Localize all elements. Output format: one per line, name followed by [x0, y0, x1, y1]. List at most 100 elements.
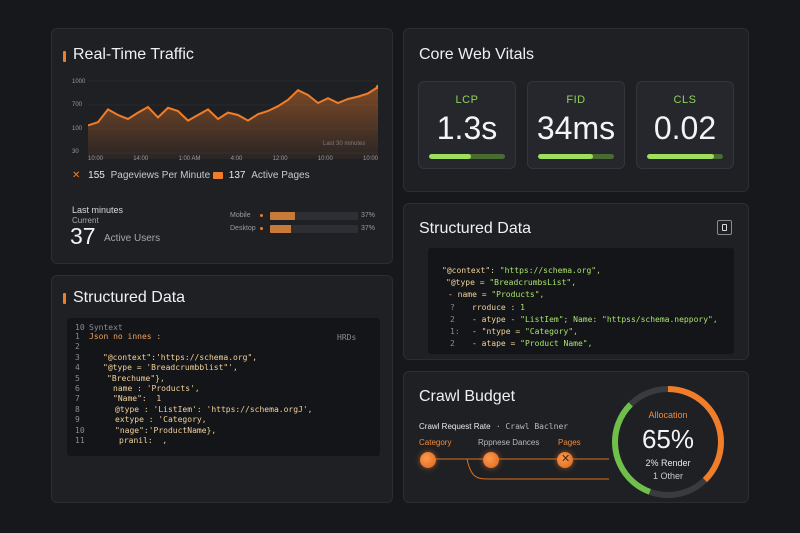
device-mobile-pct: 37% [361, 212, 376, 219]
vital-lcp[interactable]: LCP 1.3s [418, 81, 516, 169]
allocation-value: 65% [641, 424, 695, 454]
structured-left-code[interactable]: 10 Syntext HRDs 1 Json no innes : 2 3 "@cont… [67, 318, 380, 456]
code-line-number: 8 [75, 404, 80, 414]
code-header-right: HRDs [337, 333, 357, 342]
traffic-line [88, 86, 378, 127]
code-header-text: Syntext [89, 323, 123, 332]
structured-left-accent [63, 293, 66, 304]
active-users-value: 37 [70, 223, 96, 249]
code-line-text: "Name": 1 [113, 394, 162, 404]
vital-fid-track [538, 154, 614, 159]
flow-node-responses[interactable] [483, 452, 499, 468]
vitals-title: Core Web Vitals [419, 46, 535, 63]
structured-left-card: Structured Data 10 Syntext HRDs 1 Json no… [51, 275, 393, 503]
code-line-number: 1 [75, 332, 80, 341]
device-desktop-label: Desktop [230, 225, 256, 232]
y-tick: 30 [72, 149, 79, 155]
shuffle-icon: ✕ [72, 170, 81, 181]
code-line-text: "@type = "BreadcrumbsList", [446, 278, 576, 287]
pageviews-stat: ✕ 155 Pageviews Per Minute [72, 170, 210, 181]
flow-node-pages[interactable] [557, 452, 573, 468]
vital-cls[interactable]: CLS 0.02 [636, 81, 734, 169]
vital-lcp-value: 1.3s [436, 110, 498, 146]
crawl-rate-label: Crawl Request Rate [419, 422, 491, 431]
render-label: 2% Render [645, 458, 691, 468]
code-line-text: name : 'Products', [113, 384, 200, 393]
vital-cls-fill [647, 154, 714, 159]
donut-green-arc [612, 386, 724, 498]
code-line-text: - atype - "ListIem"; Name: "httpss/schem… [472, 315, 718, 324]
vital-lcp-label: LCP [455, 94, 479, 106]
code-line-text: - "ntype = "Category", [472, 327, 578, 336]
structured-right-title: Structured Data [419, 220, 532, 237]
copy-icon[interactable] [717, 220, 732, 235]
code-value: "BreadcrumbsList", [489, 278, 577, 288]
code-line-text: "@context": "https://schema.org", [442, 266, 601, 275]
structured-left-title: Structured Data [73, 289, 186, 306]
y-tick: 700 [72, 102, 83, 108]
structured-right-card: Structured Data "@context": "https://sch… [403, 203, 749, 360]
code-header-ln: 10 [75, 323, 85, 332]
y-tick: 1000 [72, 79, 86, 85]
code-line-text: - name = "Products", [448, 290, 544, 299]
traffic-title: Real-Time Traffic [73, 46, 194, 63]
code-line-number: 2 [450, 339, 455, 349]
current-label: Current [72, 216, 99, 225]
code-line-number: 7 [75, 394, 80, 404]
crawl-rate: Crawl Request Rate · Crawl Baclner [419, 422, 568, 431]
active-pages-label: Active Pages [251, 170, 310, 181]
code-line-text: pranil: , [119, 436, 168, 445]
device-mobile-bar [270, 212, 358, 220]
x-tick: 4:00 [230, 156, 243, 162]
allocation-donut [612, 386, 724, 498]
code-line-number: 2 [75, 342, 80, 352]
other-label: 1 Other [652, 471, 683, 481]
x-ticks: 10:00 14:00 1:00 AM 4:00 12:00 10:00 10:… [88, 156, 378, 162]
structured-right-code[interactable]: "@context": "https://schema.org", "@type … [428, 248, 734, 354]
allocation-label: Allocation [648, 410, 688, 420]
traffic-chart [88, 80, 378, 159]
vital-fid-label: FID [566, 94, 586, 106]
x-tick: 1:00 AM [178, 156, 201, 162]
vital-cls-value: 0.02 [653, 110, 717, 146]
crawl-step-label: Pages [558, 438, 581, 447]
code-line-number: 3 [75, 352, 80, 362]
vital-fid[interactable]: FID 34ms [527, 81, 625, 169]
traffic-area [88, 87, 378, 159]
code-value: "Product Name", [520, 339, 593, 349]
pageviews-value: 155 [88, 170, 105, 181]
flow-node-pages-x-icon: ✕ [561, 453, 571, 465]
crawl-step-label: Rppnese Dances [478, 438, 540, 447]
x-tick: 12:00 [272, 156, 288, 162]
code-line-text: "Brechume"}, [107, 373, 165, 383]
code-line-number: 5 [75, 373, 80, 383]
device-mobile-label: Mobile [230, 212, 251, 219]
code-key: "@type = [446, 278, 490, 288]
code-line-number: 10 [75, 425, 85, 435]
traffic-accent [63, 51, 66, 62]
last-label: Last minutes [72, 205, 124, 215]
crawl-card: Crawl Budget Crawl Request Rate · Crawl … [403, 371, 749, 503]
active-pages-stat: 137 Active Pages [213, 170, 310, 181]
device-mobile-fill [270, 212, 295, 220]
vital-fid-fill [538, 154, 593, 159]
traffic-point [375, 84, 378, 90]
code-line-text: @type : 'ListIem': 'https://schema.orgJ'… [115, 404, 313, 414]
flow-node-category[interactable] [420, 452, 436, 468]
code-line-number: 6 [75, 384, 80, 393]
code-line-number: ? [450, 302, 455, 312]
crawl-rate-suffix: · Crawl Baclner [495, 422, 569, 431]
code-line-text: "@context":'https://schema.org", [103, 352, 258, 362]
device-desktop-bar [270, 225, 358, 233]
code-key: "@context": [442, 266, 500, 275]
crawl-flow [427, 458, 609, 480]
code-line-text: "@type = 'Breadcrumbblist"', [103, 363, 238, 373]
y-tick: 100 [72, 126, 83, 132]
code-line-text: "nage":'ProductName}, [115, 425, 217, 435]
donut-orange-arc [612, 386, 724, 498]
code-key: - atype - [472, 314, 521, 324]
code-line-number: 9 [75, 415, 80, 425]
code-value: 1 [520, 302, 525, 312]
vitals-card: Core Web Vitals LCP 1.3s FID 34ms CLS 0.… [403, 28, 749, 192]
mail-icon [213, 171, 223, 179]
